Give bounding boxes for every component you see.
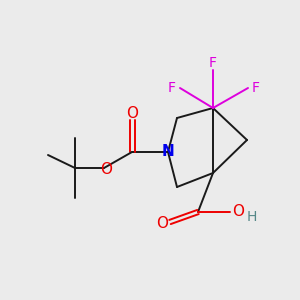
- Text: N: N: [162, 145, 174, 160]
- Text: F: F: [168, 81, 176, 95]
- Text: F: F: [252, 81, 260, 95]
- Text: O: O: [232, 205, 244, 220]
- Text: O: O: [126, 106, 138, 121]
- Text: F: F: [209, 56, 217, 70]
- Text: O: O: [100, 163, 112, 178]
- Text: H: H: [247, 210, 257, 224]
- Text: O: O: [156, 217, 168, 232]
